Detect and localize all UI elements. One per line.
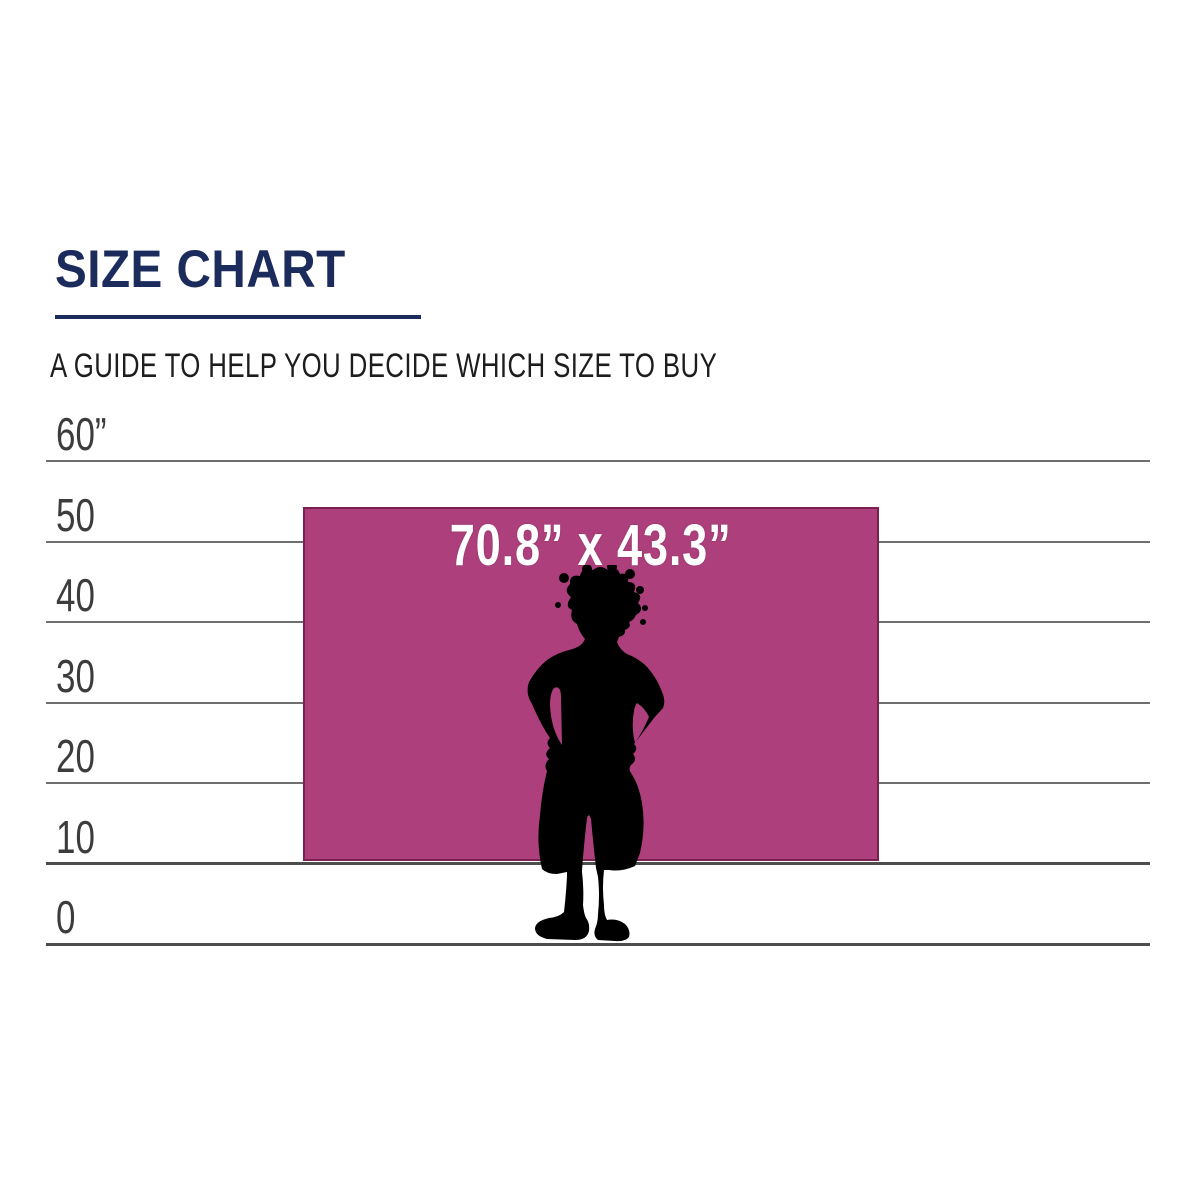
grid-line-0 (46, 943, 1150, 946)
tick-label-0: 0 (56, 891, 76, 943)
tick-label-60: 60” (56, 408, 107, 460)
tick-label-10: 10 (56, 811, 95, 863)
hair-curl (636, 586, 644, 594)
hair-curl (640, 619, 646, 625)
tick-label-20: 20 (56, 730, 95, 782)
page-subtitle-text: A GUIDE TO HELP YOU DECIDE WHICH SIZE TO… (50, 347, 718, 385)
tick-label-40: 40 (56, 569, 95, 621)
hair-curl (642, 605, 648, 611)
title-underline (55, 315, 421, 319)
grid-line-60 (46, 460, 1150, 462)
child-body-shape (527, 567, 665, 942)
product-dimensions-label: 70.8” x 43.3” (450, 513, 732, 578)
shorts-drawstring (625, 787, 634, 816)
hair-curl (559, 573, 569, 583)
hair-curl (555, 602, 561, 608)
page-title: SIZE CHART (55, 243, 378, 296)
tick-label-30: 30 (56, 650, 95, 702)
page-title-text: SIZE CHART (55, 240, 346, 299)
tick-label-50: 50 (56, 489, 95, 541)
child-silhouette (527, 565, 665, 942)
page-subtitle: A GUIDE TO HELP YOU DECIDE WHICH SIZE TO… (50, 349, 928, 383)
